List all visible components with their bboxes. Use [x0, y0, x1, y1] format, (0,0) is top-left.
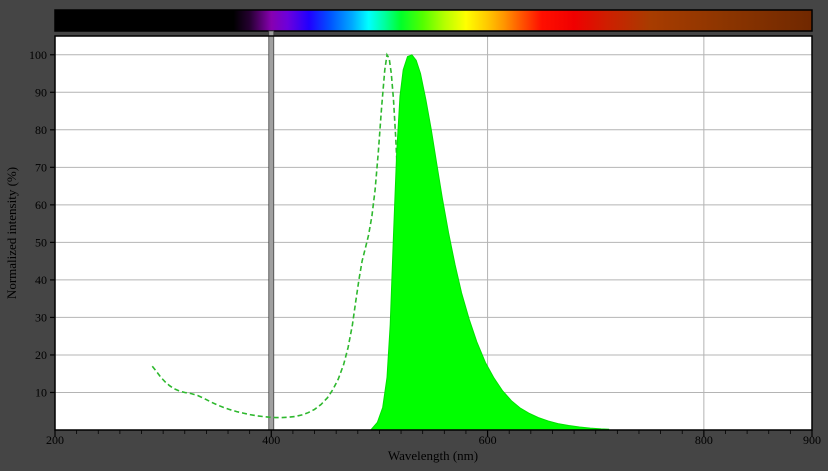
- x-tick-label: 800: [695, 433, 713, 447]
- x-tick-label: 900: [803, 433, 821, 447]
- x-tick-label: 400: [262, 433, 280, 447]
- y-tick-label: 100: [29, 48, 47, 62]
- spectrum-colorbar: [54, 9, 813, 32]
- y-tick-label: 10: [35, 385, 47, 399]
- y-tick-label: 20: [35, 348, 47, 362]
- y-tick-label: 50: [35, 235, 47, 249]
- y-tick-label: 40: [35, 273, 47, 287]
- emission-curve: [370, 54, 610, 431]
- x-tick-label: 200: [46, 433, 64, 447]
- x-tick-label: 600: [479, 433, 497, 447]
- excitation-curve: [151, 52, 426, 427]
- y-tick-label: 90: [35, 85, 47, 99]
- wavelength-marker-400nm: [268, 30, 275, 431]
- spectra-series: [151, 52, 610, 431]
- axis-tick-labels: 200 400 600 800 900 10 20 30 40 50 60 70 80 90 100: [29, 48, 821, 447]
- y-tick-label: 30: [35, 310, 47, 324]
- x-axis-label: Wavelength (nm): [388, 448, 478, 463]
- y-tick-label: 70: [35, 160, 47, 174]
- axis-ticks: [50, 54, 813, 437]
- y-tick-label: 60: [35, 198, 47, 212]
- y-tick-label: 80: [35, 123, 47, 137]
- y-axis-label: Normalized intensity (%): [4, 167, 19, 299]
- plot-border: [54, 35, 813, 431]
